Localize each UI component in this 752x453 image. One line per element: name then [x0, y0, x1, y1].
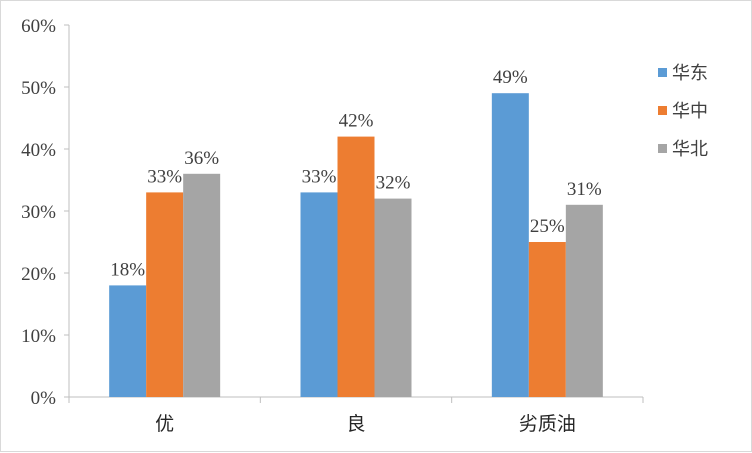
- legend-swatch: [658, 68, 667, 77]
- data-label: 33%: [302, 166, 337, 187]
- y-tick-label: 50%: [21, 78, 56, 99]
- bar: [565, 204, 603, 397]
- bar: [528, 242, 566, 397]
- y-tick-label: 10%: [21, 326, 56, 347]
- data-label: 36%: [184, 148, 219, 169]
- bar: [337, 136, 375, 397]
- category-label: 良: [346, 413, 365, 435]
- axes: 0% 10% 20% 30% 40% 50% 60% 优 良 劣质油: [21, 16, 644, 435]
- bar: [300, 192, 338, 397]
- legend-swatch: [658, 144, 667, 153]
- y-tick-label: 30%: [21, 202, 56, 223]
- bar: [491, 93, 529, 397]
- data-label: 32%: [376, 173, 411, 194]
- category-label: 优: [155, 413, 174, 435]
- bars: [109, 93, 603, 397]
- data-label: 31%: [567, 179, 602, 200]
- bar: [146, 192, 184, 397]
- legend-label: 华北: [672, 139, 708, 160]
- data-labels: 18%33%36%33%42%32%49%25%31%: [110, 67, 602, 280]
- bar: [374, 198, 412, 397]
- data-label: 42%: [339, 111, 374, 132]
- data-label: 33%: [147, 166, 182, 187]
- legend-label: 华中: [672, 101, 708, 122]
- y-tick-label: 60%: [21, 16, 56, 37]
- legend-label: 华东: [672, 63, 708, 84]
- data-label: 49%: [493, 67, 528, 88]
- legend-swatch: [658, 106, 667, 115]
- bar: [109, 285, 147, 397]
- data-label: 25%: [530, 216, 565, 237]
- y-tick-label: 40%: [21, 140, 56, 161]
- y-tick-label: 0%: [31, 388, 57, 409]
- data-label: 18%: [110, 259, 145, 280]
- category-label: 劣质油: [519, 413, 576, 435]
- bar: [183, 173, 221, 397]
- y-tick-label: 20%: [21, 264, 56, 285]
